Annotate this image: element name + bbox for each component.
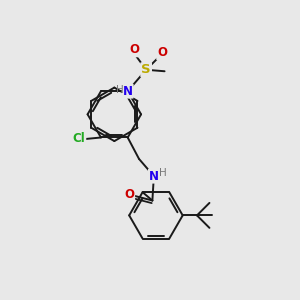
- Text: O: O: [130, 44, 140, 56]
- Text: O: O: [157, 46, 167, 59]
- Text: O: O: [124, 188, 134, 201]
- Text: H: H: [159, 168, 167, 178]
- Text: N: N: [149, 169, 159, 183]
- Text: Cl: Cl: [73, 133, 85, 146]
- Text: H: H: [116, 85, 123, 95]
- Text: N: N: [123, 85, 133, 98]
- Text: S: S: [141, 63, 151, 76]
